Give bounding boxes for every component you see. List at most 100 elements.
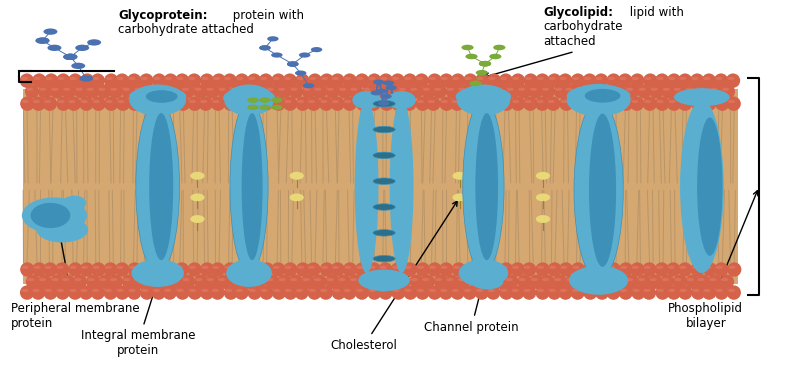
Circle shape [404, 266, 411, 269]
Ellipse shape [247, 74, 262, 88]
Circle shape [165, 77, 172, 80]
Circle shape [106, 77, 113, 80]
Ellipse shape [391, 97, 406, 111]
Ellipse shape [200, 74, 214, 88]
Ellipse shape [127, 74, 142, 88]
Ellipse shape [26, 274, 40, 289]
Ellipse shape [136, 100, 179, 273]
Ellipse shape [367, 74, 382, 88]
Circle shape [284, 100, 291, 103]
Circle shape [92, 77, 99, 80]
Circle shape [225, 266, 232, 269]
Ellipse shape [631, 285, 646, 300]
Ellipse shape [446, 84, 460, 99]
Circle shape [728, 100, 735, 103]
Ellipse shape [726, 74, 740, 88]
Circle shape [465, 100, 472, 103]
Ellipse shape [373, 126, 395, 133]
Circle shape [501, 266, 507, 269]
Circle shape [202, 77, 209, 80]
Circle shape [333, 289, 340, 292]
Circle shape [566, 278, 574, 281]
Circle shape [356, 289, 363, 292]
Ellipse shape [127, 285, 142, 300]
Circle shape [254, 88, 262, 91]
Ellipse shape [272, 285, 286, 300]
Circle shape [506, 88, 514, 91]
Circle shape [117, 266, 123, 269]
Circle shape [70, 266, 77, 269]
Ellipse shape [252, 274, 266, 289]
Ellipse shape [380, 97, 394, 111]
Circle shape [632, 77, 639, 80]
Circle shape [542, 88, 549, 91]
Ellipse shape [254, 84, 268, 99]
Circle shape [35, 37, 50, 44]
Ellipse shape [558, 285, 573, 300]
Ellipse shape [434, 274, 448, 289]
Circle shape [141, 77, 148, 80]
Circle shape [428, 100, 434, 103]
Circle shape [105, 266, 112, 269]
Ellipse shape [30, 203, 70, 228]
Ellipse shape [625, 274, 639, 289]
Circle shape [259, 98, 270, 102]
Circle shape [488, 100, 495, 103]
Ellipse shape [690, 262, 705, 277]
Ellipse shape [211, 97, 225, 111]
Circle shape [314, 278, 321, 281]
Circle shape [22, 100, 29, 103]
Ellipse shape [109, 274, 123, 289]
Circle shape [458, 278, 465, 281]
Ellipse shape [181, 274, 195, 289]
Ellipse shape [330, 262, 345, 277]
Ellipse shape [289, 274, 303, 289]
Ellipse shape [31, 285, 46, 300]
Ellipse shape [20, 97, 34, 111]
Ellipse shape [320, 262, 334, 277]
Ellipse shape [43, 262, 58, 277]
Ellipse shape [210, 262, 225, 277]
Circle shape [51, 88, 58, 91]
Circle shape [608, 289, 615, 292]
Circle shape [344, 289, 351, 292]
Ellipse shape [259, 285, 274, 300]
Ellipse shape [410, 274, 424, 289]
Circle shape [525, 77, 532, 80]
Circle shape [39, 88, 46, 91]
Circle shape [650, 88, 658, 91]
Ellipse shape [330, 97, 345, 111]
Circle shape [698, 278, 705, 281]
Circle shape [572, 266, 579, 269]
Circle shape [572, 289, 579, 292]
Ellipse shape [458, 259, 508, 287]
Circle shape [602, 278, 610, 281]
Ellipse shape [152, 97, 166, 111]
Circle shape [470, 88, 477, 91]
Circle shape [643, 289, 650, 292]
Ellipse shape [475, 113, 498, 260]
Ellipse shape [518, 274, 531, 289]
Ellipse shape [702, 74, 716, 88]
Ellipse shape [541, 84, 555, 99]
Circle shape [262, 266, 269, 269]
Circle shape [259, 45, 270, 51]
Ellipse shape [453, 172, 466, 180]
Ellipse shape [258, 74, 273, 88]
Circle shape [585, 266, 591, 269]
Circle shape [381, 94, 392, 99]
Ellipse shape [666, 285, 681, 300]
Ellipse shape [90, 74, 105, 88]
Circle shape [247, 98, 258, 102]
Circle shape [703, 289, 710, 292]
Circle shape [357, 266, 363, 269]
Ellipse shape [91, 97, 106, 111]
Ellipse shape [295, 97, 310, 111]
Ellipse shape [302, 84, 316, 99]
Circle shape [561, 100, 568, 103]
Circle shape [638, 278, 646, 281]
Ellipse shape [451, 262, 466, 277]
Text: Phospholipid
bilayer: Phospholipid bilayer [668, 191, 758, 330]
Ellipse shape [595, 262, 610, 277]
Circle shape [248, 266, 255, 269]
